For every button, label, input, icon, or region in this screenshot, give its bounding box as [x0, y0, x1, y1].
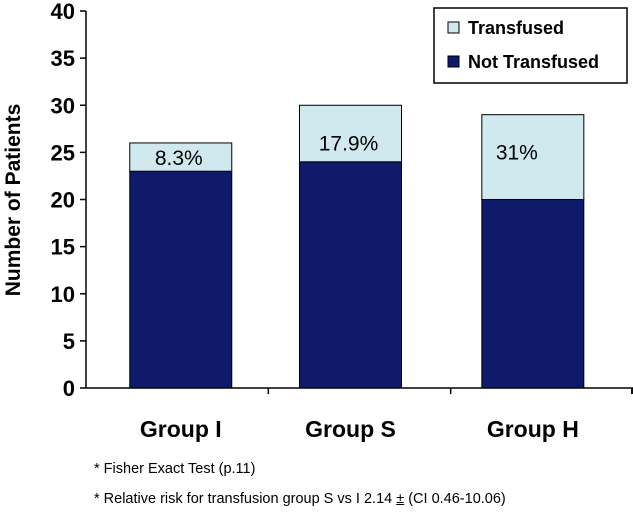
legend-box	[433, 7, 628, 84]
bar-transfused	[129, 142, 233, 172]
chart-axes: 0 5 10 15 20 25 30 35 40 Number of Patients Group …	[2, 0, 633, 442]
legend-swatch	[447, 21, 460, 34]
bar-not-transfused	[481, 199, 585, 389]
legend-label: Transfused	[468, 18, 564, 38]
bar-transfused	[481, 114, 585, 200]
y-tick-label: 10	[51, 282, 75, 307]
y-tick-label: 5	[63, 329, 75, 354]
footnote-relative-risk: * Relative risk for transfusion group S …	[94, 491, 506, 507]
y-tick-label: 25	[51, 140, 75, 165]
bar-data-label: 17.9%	[319, 132, 379, 155]
x-category-label: Group S	[305, 416, 396, 442]
bar-transfused	[299, 104, 402, 163]
footnote-fisher-test: * Fisher Exact Test (p.11)	[94, 461, 256, 477]
y-tick-label: 0	[63, 376, 75, 401]
bar-data-label: 31%	[496, 142, 538, 165]
y-tick-label: 40	[51, 0, 75, 24]
plus-minus-sign: ±	[396, 491, 405, 507]
relative-risk-text: * Relative risk for transfusion group S …	[94, 491, 397, 507]
y-tick-label: 30	[51, 93, 75, 118]
y-tick-label: 20	[51, 188, 75, 213]
bar-not-transfused	[129, 170, 233, 389]
y-axis-title: Number of Patients	[2, 104, 25, 297]
bar-not-transfused	[299, 161, 402, 389]
y-tick-label: 35	[51, 46, 75, 71]
legend-label: Not Transfused	[468, 52, 599, 72]
chart-bars	[129, 104, 585, 389]
y-tick-label: 15	[51, 235, 75, 260]
x-category-label: Group H	[487, 416, 579, 442]
x-category-label: Group I	[140, 416, 222, 442]
legend-swatch	[447, 55, 460, 68]
chart-data-labels: 8.3% 17.9% 31%	[155, 132, 538, 170]
bar-data-label: 8.3%	[155, 147, 203, 170]
confidence-interval-text: (CI 0.46-10.06)	[404, 491, 506, 507]
chart-legend: Transfused Not Transfused	[433, 7, 628, 84]
